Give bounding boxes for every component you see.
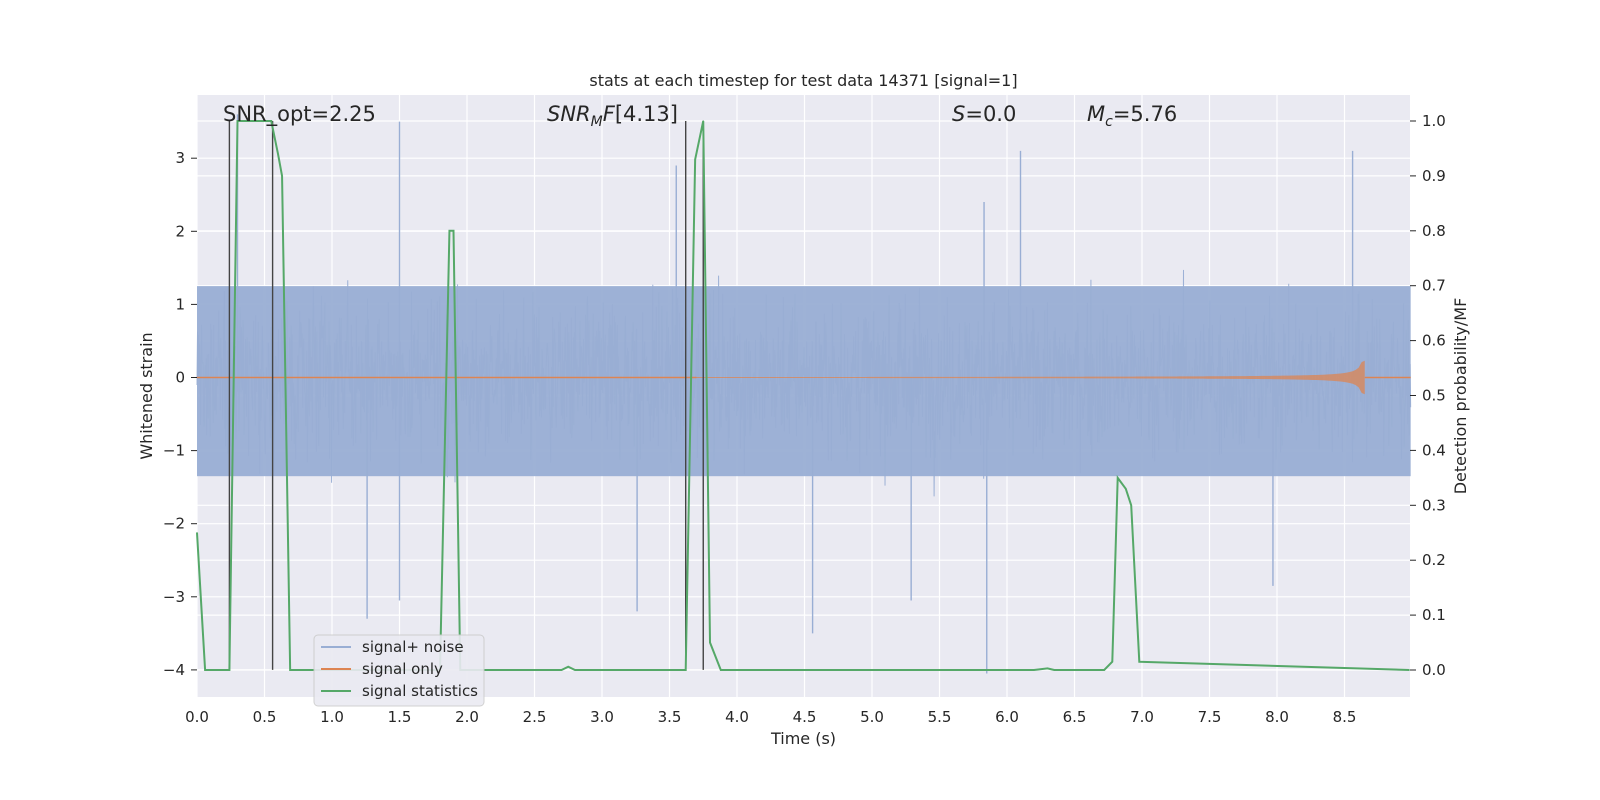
legend-label-signal: signal only xyxy=(362,660,443,678)
y-tick-label: 1 xyxy=(175,295,185,313)
legend: signal+ noise signal only signal statist… xyxy=(313,634,485,707)
y2-tick-label: 0.9 xyxy=(1422,167,1446,185)
snr-mf-annotation: SNRMF[4.13] xyxy=(547,102,678,130)
stats-point xyxy=(1130,504,1132,506)
y-tick-label: 3 xyxy=(175,149,185,167)
snr-opt-annotation: SNR_opt=2.25 xyxy=(223,102,376,127)
x-tick-label: 7.0 xyxy=(1130,708,1154,726)
y2-tick-label: 0.5 xyxy=(1422,387,1446,405)
y-tick-label: 0 xyxy=(175,369,185,387)
stats-point xyxy=(448,230,451,232)
y2-tick-label: 0.4 xyxy=(1422,441,1446,459)
x-tick-label: 8.0 xyxy=(1265,708,1289,726)
snr-mf-value: [4.13] xyxy=(615,102,678,126)
stats-point xyxy=(281,175,283,177)
y-tick-label: −1 xyxy=(163,442,185,460)
stats-point xyxy=(709,641,711,644)
stats-point xyxy=(289,669,291,671)
noise-band xyxy=(197,286,1411,477)
stats-point xyxy=(1408,669,1410,671)
stats-point xyxy=(277,153,279,155)
x-tick-label: 2.0 xyxy=(455,708,479,726)
s-stat-annotation: S=0.0 xyxy=(952,102,1016,126)
stats-point xyxy=(1125,488,1127,490)
legend-label-stats: signal statistics xyxy=(362,682,478,700)
x-tick-label: 4.0 xyxy=(725,708,749,726)
y2-axis-label: Detection probability/MF xyxy=(1451,298,1470,495)
y2-tick-label: 0.6 xyxy=(1422,332,1446,350)
y2-tick-label: 0.8 xyxy=(1422,222,1446,240)
y-tick-label: −2 xyxy=(163,515,185,533)
y2-tick-label: 0.0 xyxy=(1422,661,1446,679)
stats-point xyxy=(694,158,696,161)
stats-point xyxy=(236,120,239,122)
stats-point xyxy=(560,669,563,671)
x-tick-label: 1.5 xyxy=(388,708,412,726)
legend-label-noise: signal+ noise xyxy=(362,638,464,656)
x-tick-label: 3.0 xyxy=(590,708,614,726)
x-tick-label: 4.5 xyxy=(793,708,817,726)
stats-point xyxy=(196,532,198,534)
stats-point xyxy=(1033,669,1035,671)
stats-point xyxy=(702,120,704,122)
signal-chirp-envelope xyxy=(696,360,1365,395)
stats-point xyxy=(567,666,569,668)
stats-point xyxy=(228,669,230,671)
y2-tick-label: 0.2 xyxy=(1422,551,1446,569)
axis-ticks: 0.0 0.5 1.0 1.5 2.0 2.5 3.0 3.5 4.0 4.5 5.0 5.5 6.0 6… xyxy=(163,112,1446,726)
chirp-mass-annotation: Mc=5.76 xyxy=(1087,102,1177,130)
x-tick-label: 1.0 xyxy=(320,708,344,726)
stats-point xyxy=(270,120,272,122)
x-tick-label: 0.5 xyxy=(253,708,277,726)
legend-box xyxy=(313,634,485,707)
stats-point xyxy=(685,669,687,671)
chart-title: stats at each timestep for test data 143… xyxy=(589,71,1017,90)
s-stat-value: =0.0 xyxy=(965,102,1016,126)
y-tick-label: −4 xyxy=(163,661,185,679)
y2-tick-label: 0.7 xyxy=(1422,277,1446,295)
y2-tick-label: 0.1 xyxy=(1422,606,1446,624)
stats-point xyxy=(204,669,206,671)
stats-point xyxy=(452,230,455,232)
x-axis-label: Time (s) xyxy=(770,729,836,748)
stats-point xyxy=(1103,669,1105,671)
y-tick-label: −3 xyxy=(163,588,185,606)
stats-point xyxy=(1053,669,1055,671)
x-tick-label: 8.5 xyxy=(1333,708,1357,726)
x-tick-label: 3.5 xyxy=(658,708,682,726)
stats-point xyxy=(574,669,576,671)
marker-vertical-lines xyxy=(228,121,704,670)
x-tick-label: 7.5 xyxy=(1198,708,1222,726)
stats-point xyxy=(1046,667,1049,669)
stats-point xyxy=(1111,661,1113,663)
stats-point xyxy=(1138,661,1140,663)
x-tick-label: 6.0 xyxy=(995,708,1019,726)
y-axis-label: Whitened strain xyxy=(137,332,156,459)
x-tick-label: 5.0 xyxy=(860,708,884,726)
y2-tick-label: 1.0 xyxy=(1422,112,1446,130)
x-tick-label: 6.5 xyxy=(1063,708,1087,726)
x-tick-label: 0.0 xyxy=(185,708,209,726)
x-tick-label: 5.5 xyxy=(928,708,952,726)
y2-tick-label: 0.3 xyxy=(1422,496,1446,514)
x-tick-label: 2.5 xyxy=(523,708,547,726)
y-tick-label: 2 xyxy=(175,222,185,240)
chirp-mass-value: =5.76 xyxy=(1113,102,1177,126)
stats-point xyxy=(1117,477,1119,479)
signal-noise-series xyxy=(196,114,1412,674)
stats-point xyxy=(720,669,722,671)
